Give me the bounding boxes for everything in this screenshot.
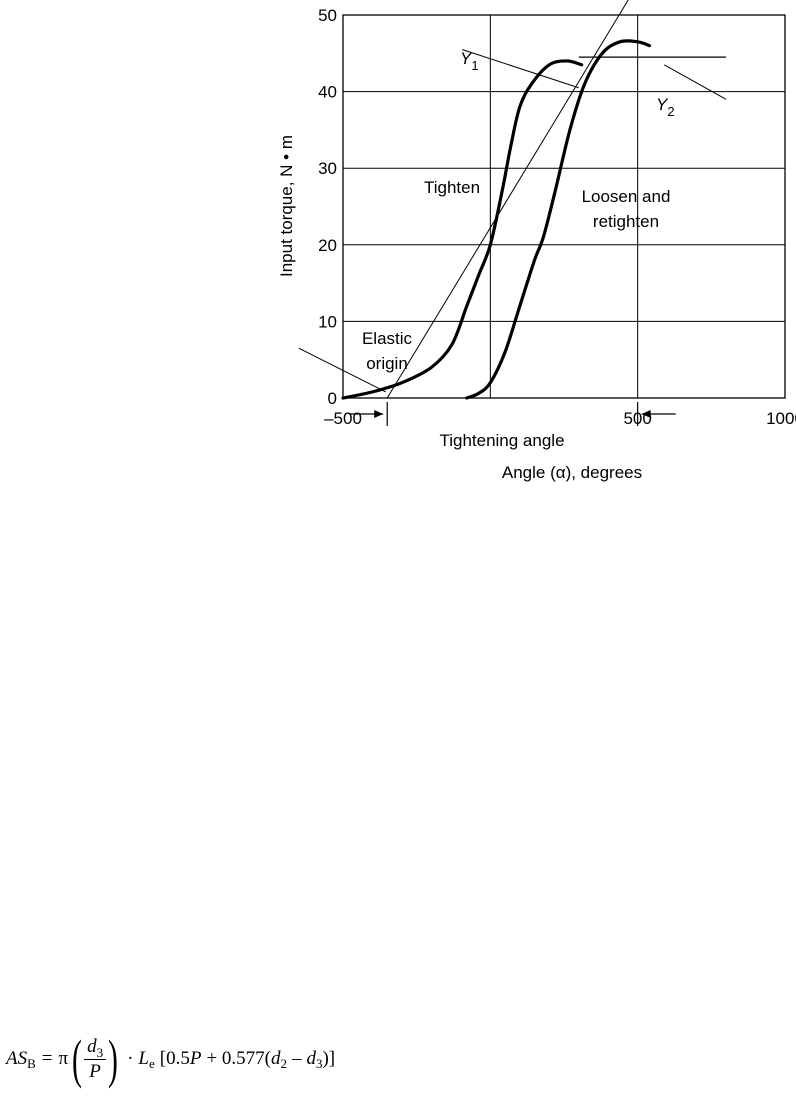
x-tick-labels: –5005001000 — [324, 409, 796, 428]
plot-frame — [342, 14, 786, 399]
series-lines — [341, 39, 652, 400]
arrow-right-head — [641, 410, 651, 418]
formula-d3-sub: 3 — [315, 1056, 323, 1071]
tighten-label: Tighten — [424, 178, 480, 197]
formula-paren-close: ) — [108, 1029, 119, 1089]
formula-paren-open: ( — [72, 1029, 83, 1089]
formula-pi: π — [58, 1048, 69, 1069]
formula-minus: – — [291, 1048, 302, 1069]
y-tick-10: 10 — [318, 312, 337, 331]
y-tick-50: 50 — [318, 6, 337, 25]
loosen-label-1: Loosen and — [582, 187, 671, 206]
loosen-label-2: retighten — [593, 212, 659, 231]
y1-leader — [461, 48, 579, 89]
formula-d3: d — [306, 1048, 316, 1069]
formula-d2: d — [270, 1048, 281, 1069]
formula-num-sub: 3 — [96, 1044, 104, 1060]
torque-angle-chart: 0 10 20 30 40 50 –5005001000 Input torque, N … — [277, 0, 796, 482]
x-tick--500: –500 — [324, 409, 362, 428]
y-tick-40: 40 — [318, 83, 337, 102]
x-axis-label: Angle (α), degrees — [502, 463, 642, 482]
tighten-curve — [341, 59, 584, 400]
formula-le-sub: e — [148, 1056, 155, 1071]
elastic-label-2: origin — [366, 354, 408, 373]
elastic-label-1: Elastic — [362, 329, 413, 348]
formula-plus: + 0.577( — [206, 1048, 271, 1069]
annotation-lines — [298, 0, 727, 426]
formula-dot: · — [127, 1048, 134, 1069]
formula-lhs: AS — [6, 1048, 28, 1069]
y2-leader — [663, 64, 727, 100]
tightening-angle-label: Tightening angle — [439, 431, 564, 450]
formula-den: P — [89, 1060, 101, 1082]
y-tick-30: 30 — [318, 159, 337, 178]
elastic-origin-leader — [298, 347, 386, 393]
formula-num: d — [87, 1035, 97, 1057]
y-axis-label: Input torque, N • m — [277, 135, 296, 277]
y1-label: Y1 — [460, 49, 479, 73]
formula-equals: = — [41, 1048, 53, 1069]
formula-fraction: d3 P — [84, 1035, 107, 1083]
tangent-line — [386, 0, 629, 399]
loosen-retighten-curve — [465, 39, 652, 400]
y-tick-0: 0 — [328, 389, 337, 408]
y-tick-20: 20 — [318, 236, 337, 255]
y2-label: Y2 — [656, 95, 675, 119]
formula-d2-sub: 2 — [280, 1056, 287, 1071]
formula-le: L — [138, 1048, 149, 1069]
formula-p: P — [189, 1048, 202, 1069]
formula-bracket-close: )] — [322, 1048, 336, 1069]
formula-bracket-open: [0.5 — [159, 1048, 190, 1069]
arrow-left-head — [374, 410, 384, 418]
formula-lhs-sub: B — [27, 1056, 36, 1071]
x-tick-1000: 1000 — [766, 409, 796, 428]
y-tick-labels: 0 10 20 30 40 50 — [318, 6, 337, 408]
